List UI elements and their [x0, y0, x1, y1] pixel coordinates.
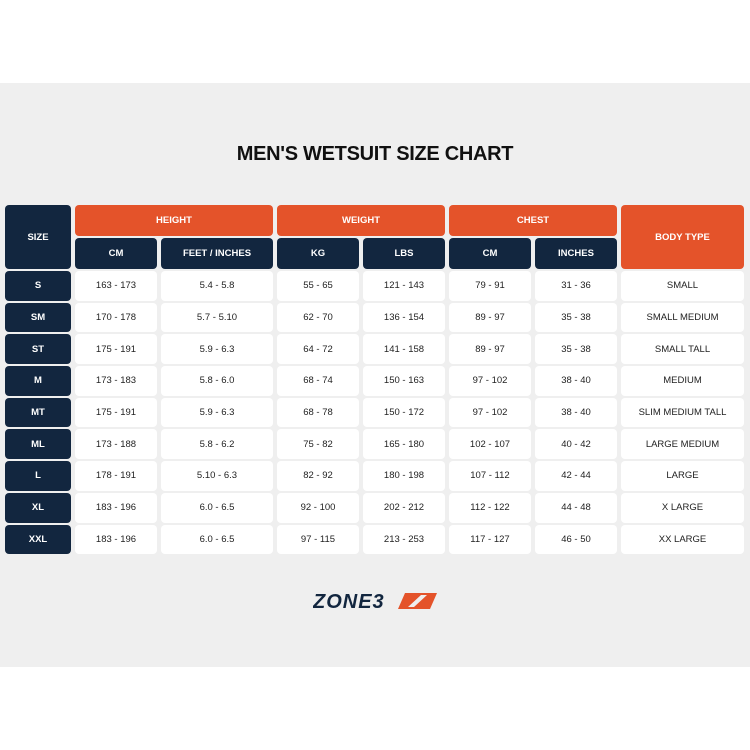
cell-size: ML: [5, 429, 71, 460]
cell-inches: 38 - 40: [535, 366, 617, 396]
cell-kg: 92 - 100: [277, 492, 359, 523]
cell-size: SM: [5, 302, 71, 333]
cell-feet-inches: 5.8 - 6.0: [161, 366, 273, 396]
cell-kg: 97 - 115: [277, 524, 359, 555]
cell-height-cm: 173 - 188: [75, 429, 157, 460]
cell-feet-inches: 5.9 - 6.3: [161, 397, 273, 428]
cell-lbs: 165 - 180: [363, 429, 445, 460]
cell-height-cm: 170 - 178: [75, 302, 157, 333]
cell-body-type: MEDIUM: [621, 366, 744, 396]
cell-size: XL: [5, 492, 71, 523]
cell-inches: 38 - 40: [535, 397, 617, 428]
cell-feet-inches: 5.4 - 5.8: [161, 271, 273, 301]
zone3-logo: ZONE3: [313, 591, 437, 612]
cell-chest-cm: 112 - 122: [449, 492, 531, 523]
cell-inches: 40 - 42: [535, 429, 617, 460]
cell-height-cm: 178 - 191: [75, 461, 157, 491]
cell-feet-inches: 6.0 - 6.5: [161, 524, 273, 555]
cell-inches: 35 - 38: [535, 302, 617, 333]
header-chest: CHEST: [449, 205, 617, 236]
cell-lbs: 121 - 143: [363, 271, 445, 301]
subheader-kg: KG: [277, 238, 359, 269]
cell-body-type: LARGE MEDIUM: [621, 429, 744, 460]
header-size: SIZE: [5, 205, 71, 269]
cell-body-type: SMALL: [621, 271, 744, 301]
cell-height-cm: 183 - 196: [75, 524, 157, 555]
cell-inches: 31 - 36: [535, 271, 617, 301]
cell-lbs: 213 - 253: [363, 524, 445, 555]
header-weight: WEIGHT: [277, 205, 445, 236]
subheader-chest-cm: CM: [449, 238, 531, 269]
cell-kg: 55 - 65: [277, 271, 359, 301]
cell-kg: 82 - 92: [277, 461, 359, 491]
cell-chest-cm: 97 - 102: [449, 397, 531, 428]
cell-lbs: 180 - 198: [363, 461, 445, 491]
cell-chest-cm: 97 - 102: [449, 366, 531, 396]
cell-feet-inches: 5.10 - 6.3: [161, 461, 273, 491]
cell-chest-cm: 79 - 91: [449, 271, 531, 301]
cell-body-type: SMALL MEDIUM: [621, 302, 744, 333]
subheader-feet-inches: FEET / INCHES: [161, 238, 273, 269]
cell-body-type: SMALL TALL: [621, 334, 744, 365]
cell-feet-inches: 5.8 - 6.2: [161, 429, 273, 460]
cell-size: MT: [5, 397, 71, 428]
header-body-type: BODY TYPE: [621, 205, 744, 269]
subheader-lbs: LBS: [363, 238, 445, 269]
cell-lbs: 136 - 154: [363, 302, 445, 333]
cell-chest-cm: 89 - 97: [449, 334, 531, 365]
cell-lbs: 141 - 158: [363, 334, 445, 365]
cell-kg: 68 - 78: [277, 397, 359, 428]
cell-feet-inches: 6.0 - 6.5: [161, 492, 273, 523]
cell-inches: 42 - 44: [535, 461, 617, 491]
header-height: HEIGHT: [75, 205, 273, 236]
cell-size: S: [5, 271, 71, 301]
cell-height-cm: 163 - 173: [75, 271, 157, 301]
cell-size: XXL: [5, 524, 71, 555]
subheader-inches: INCHES: [535, 238, 617, 269]
size-chart-table: SIZE HEIGHT WEIGHT CHEST BODY TYPE CM FE…: [5, 205, 744, 555]
subheader-height-cm: CM: [75, 238, 157, 269]
cell-kg: 75 - 82: [277, 429, 359, 460]
cell-body-type: SLIM MEDIUM TALL: [621, 397, 744, 428]
cell-feet-inches: 5.7 - 5.10: [161, 302, 273, 333]
cell-inches: 35 - 38: [535, 334, 617, 365]
cell-kg: 62 - 70: [277, 302, 359, 333]
cell-size: L: [5, 461, 71, 491]
cell-lbs: 150 - 172: [363, 397, 445, 428]
cell-height-cm: 175 - 191: [75, 397, 157, 428]
cell-chest-cm: 117 - 127: [449, 524, 531, 555]
cell-size: M: [5, 366, 71, 396]
cell-chest-cm: 107 - 112: [449, 461, 531, 491]
cell-kg: 68 - 74: [277, 366, 359, 396]
cell-kg: 64 - 72: [277, 334, 359, 365]
svg-text:ZONE3: ZONE3: [313, 591, 385, 612]
cell-height-cm: 183 - 196: [75, 492, 157, 523]
cell-body-type: X LARGE: [621, 492, 744, 523]
page-title: MEN'S WETSUIT SIZE CHART: [236, 143, 514, 165]
cell-height-cm: 175 - 191: [75, 334, 157, 365]
cell-chest-cm: 102 - 107: [449, 429, 531, 460]
cell-feet-inches: 5.9 - 6.3: [161, 334, 273, 365]
cell-lbs: 150 - 163: [363, 366, 445, 396]
cell-inches: 44 - 48: [535, 492, 617, 523]
cell-lbs: 202 - 212: [363, 492, 445, 523]
cell-inches: 46 - 50: [535, 524, 617, 555]
cell-chest-cm: 89 - 97: [449, 302, 531, 333]
cell-body-type: LARGE: [621, 461, 744, 491]
cell-body-type: XX LARGE: [621, 524, 744, 555]
cell-size: ST: [5, 334, 71, 365]
cell-height-cm: 173 - 183: [75, 366, 157, 396]
